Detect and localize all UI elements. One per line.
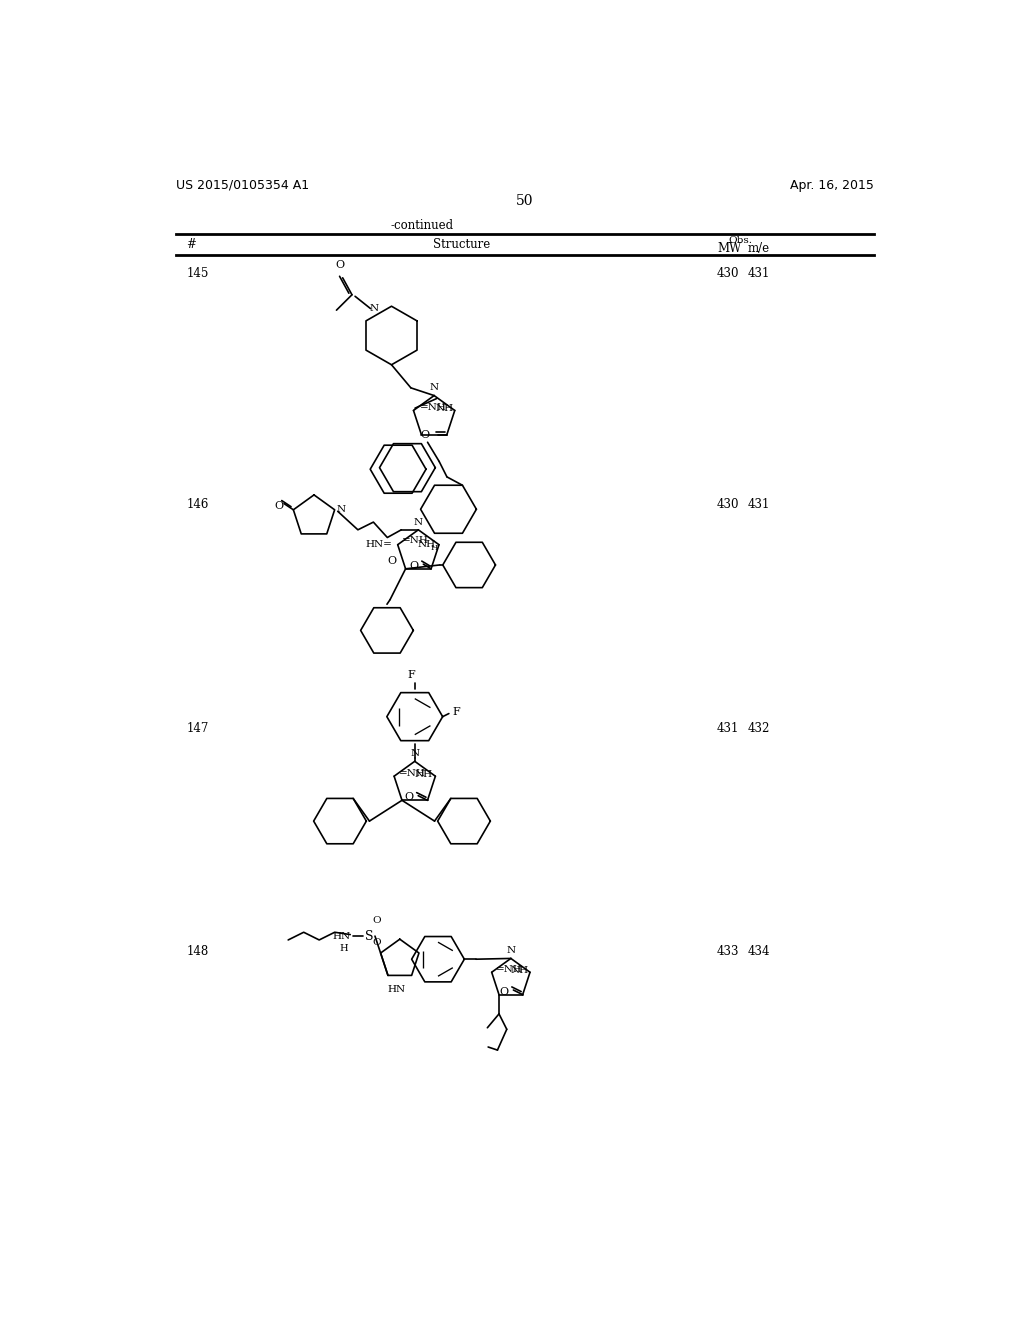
Text: 434: 434 [748,945,770,958]
Text: =NH: =NH [496,965,522,974]
Text: HN: HN [332,932,350,941]
Text: N: N [414,517,423,527]
Text: HN=: HN= [366,540,392,549]
Text: F: F [408,669,416,680]
Text: O: O [373,937,381,946]
Text: 431: 431 [748,268,770,280]
Text: 433: 433 [717,945,739,958]
Text: Apr. 16, 2015: Apr. 16, 2015 [790,178,873,191]
Text: O: O [335,260,344,271]
Text: O: O [274,500,284,511]
Text: 431: 431 [717,722,739,735]
Text: F: F [452,708,460,717]
Text: =NH: =NH [420,403,446,412]
Text: S: S [365,929,373,942]
Text: N: N [369,304,378,313]
Text: O: O [373,916,381,925]
Text: #: # [186,238,196,251]
Text: NH: NH [435,404,454,413]
Text: =NH: =NH [402,536,429,545]
Text: N: N [336,506,345,515]
Text: O: O [388,556,397,566]
Text: -continued: -continued [391,219,454,232]
Text: 147: 147 [186,722,209,735]
Text: NH: NH [414,770,432,779]
Text: O: O [404,792,414,803]
Text: 431: 431 [748,499,770,511]
Text: Obs.: Obs. [729,236,753,246]
Text: US 2015/0105354 A1: US 2015/0105354 A1 [176,178,309,191]
Text: O: O [410,561,419,570]
Text: 148: 148 [186,945,208,958]
Text: 430: 430 [717,268,739,280]
Text: H: H [340,944,348,953]
Text: =NH: =NH [398,768,426,777]
Text: N: N [506,946,515,956]
Text: 430: 430 [717,499,739,511]
Text: 50: 50 [516,194,534,207]
Text: MW: MW [717,242,741,255]
Text: N: N [429,384,438,392]
Text: 146: 146 [186,499,209,511]
Text: NH: NH [510,966,528,975]
Text: N: N [411,750,419,758]
Text: m/e: m/e [748,242,770,255]
Text: 145: 145 [186,268,209,280]
Text: O: O [421,429,430,440]
Text: Structure: Structure [432,238,489,251]
Text: 432: 432 [748,722,770,735]
Text: H: H [430,544,437,552]
Text: HN: HN [388,985,406,994]
Text: NH: NH [418,540,436,549]
Text: O: O [500,986,509,997]
